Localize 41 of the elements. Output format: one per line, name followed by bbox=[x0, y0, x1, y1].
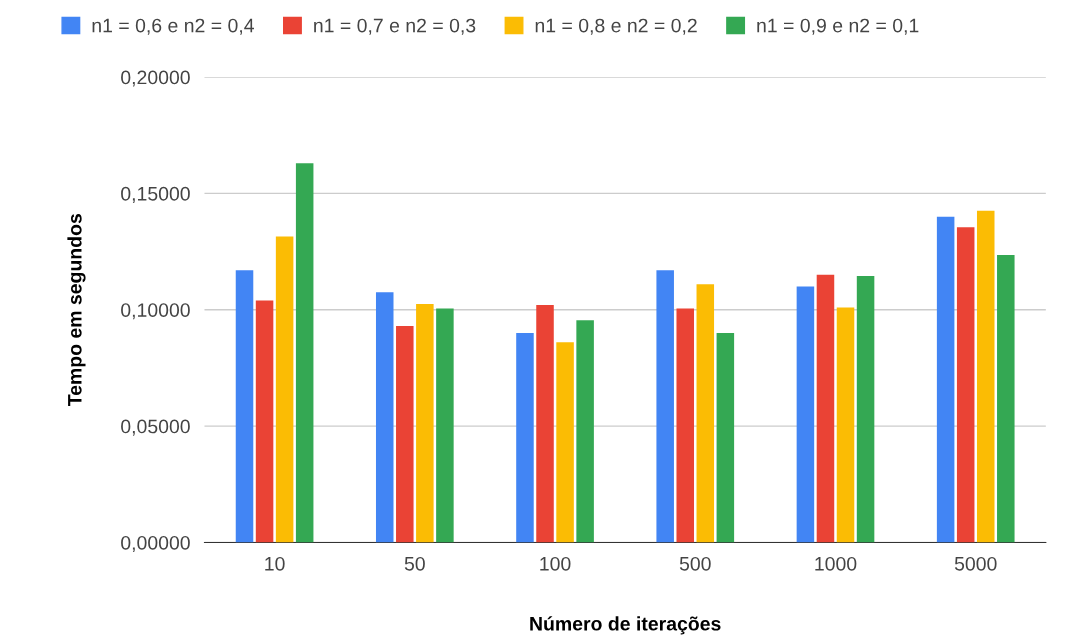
bar bbox=[656, 270, 674, 543]
x-tick-label: 10 bbox=[265, 556, 285, 571]
bar bbox=[676, 308, 695, 543]
x-tick-label: 50 bbox=[404, 556, 425, 571]
bar bbox=[416, 303, 434, 543]
legend-label: n1 = 0,9 e n2 = 0,1 bbox=[757, 18, 919, 35]
bar bbox=[235, 270, 254, 543]
bar bbox=[936, 216, 955, 543]
bar bbox=[696, 284, 715, 543]
bar bbox=[576, 320, 594, 543]
legend-label: n1 = 0,6 e n2 = 0,4 bbox=[92, 18, 254, 35]
bar bbox=[956, 227, 975, 543]
y-tick-label: 0,10000 bbox=[121, 303, 190, 320]
bar bbox=[856, 276, 875, 543]
x-tick-label: 100 bbox=[540, 556, 571, 571]
y-tick-label: 0,00000 bbox=[121, 535, 190, 553]
x-tick-label: 500 bbox=[679, 556, 711, 571]
bar bbox=[275, 236, 294, 543]
x-axis-title: Número de iterações bbox=[530, 616, 721, 635]
x-tick-label: 5000 bbox=[954, 556, 997, 571]
y-tick-label: 0,15000 bbox=[121, 186, 190, 203]
x-tick-label: 1000 bbox=[815, 556, 857, 571]
y-axis-title: Tempo em segundos bbox=[67, 214, 86, 407]
bar bbox=[997, 255, 1015, 543]
bar bbox=[396, 326, 414, 543]
bar bbox=[716, 333, 735, 543]
bar bbox=[836, 307, 855, 543]
bar bbox=[516, 333, 534, 543]
bar bbox=[556, 342, 574, 543]
bar bbox=[796, 286, 815, 543]
legend-label: n1 = 0,7 e n2 = 0,3 bbox=[314, 18, 476, 35]
bar bbox=[976, 210, 995, 543]
y-tick-label: 0,20000 bbox=[121, 70, 190, 87]
bar bbox=[536, 305, 554, 543]
bar bbox=[255, 300, 274, 543]
bar bbox=[816, 274, 835, 543]
legend-label: n1 = 0,8 e n2 = 0,2 bbox=[535, 18, 697, 35]
bar bbox=[295, 163, 314, 543]
y-tick-label: 0,05000 bbox=[121, 419, 190, 436]
bar bbox=[436, 308, 454, 543]
bar bbox=[375, 292, 394, 543]
